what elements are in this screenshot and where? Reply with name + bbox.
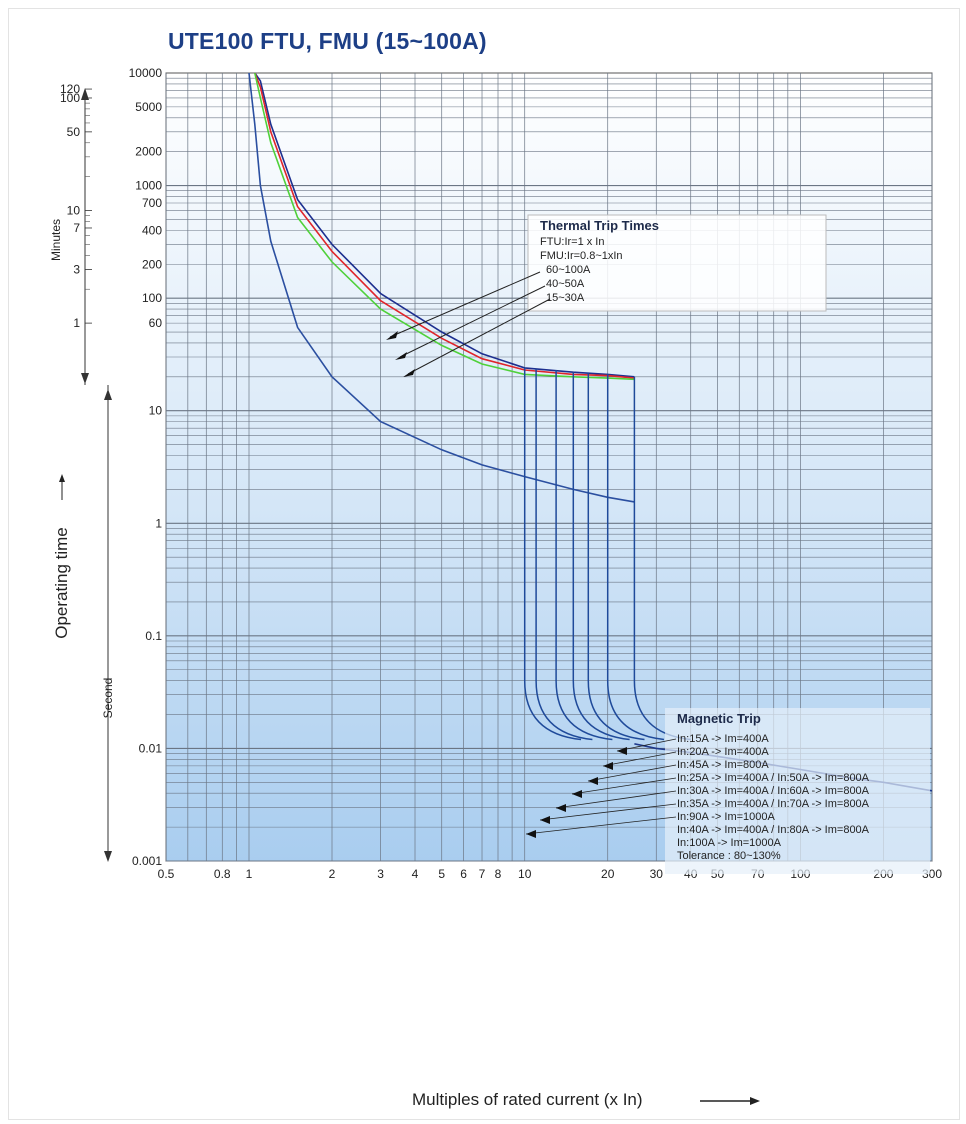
magnetic-drop-3 [572, 372, 630, 741]
magnetic-legend-line: In:25A -> Im=400A / In:50A -> Im=800A [677, 772, 870, 784]
y-tick-label: 200 [142, 257, 162, 271]
y-tick-label: 10000 [129, 66, 163, 80]
thermal-legend-heading: Thermal Trip Times [540, 218, 659, 233]
minutes-label: Minutes [49, 219, 63, 261]
y-tick-label: 1 [155, 516, 162, 530]
thermal-legend-entry: 15~30A [546, 292, 585, 304]
x-tick-label: 7 [479, 867, 486, 881]
magnetic-leader-arrow [617, 747, 627, 755]
magnetic-leader-line [555, 790, 677, 809]
magnetic-legend-line: In:20A -> Im=400A [677, 746, 769, 758]
magnetic-legend-line: In:30A -> Im=400A / In:60A -> Im=800A [677, 785, 870, 797]
chart-title: UTE100 FTU, FMU (15~100A) [168, 28, 487, 54]
x-tick-label: 3 [377, 867, 384, 881]
seconds-label: Second [101, 678, 115, 719]
y-tick-label: 100 [142, 291, 162, 305]
minutes-tick-label: 7 [73, 221, 80, 235]
x-axis-arrow [700, 1097, 760, 1105]
magnetic-leader-line [571, 777, 677, 795]
magnetic-leader-arrow [572, 790, 582, 798]
curve-series-2 [254, 72, 635, 381]
magnetic-legend-line: In:45A -> Im=800A [677, 759, 769, 771]
magnetic-legend-line: Tolerance : 80~130% [677, 850, 781, 862]
magnetic-leader-arrow [588, 777, 598, 785]
minutes-tick-label: 1 [73, 316, 80, 330]
minutes-tick-label: 50 [67, 125, 81, 139]
x-tick-label: 0.5 [158, 867, 175, 881]
magnetic-legend-line: In:40A -> Im=400A / In:80A -> Im=800A [677, 824, 870, 836]
y-tick-label: 10 [149, 404, 163, 418]
minutes-tick-label: 10 [67, 204, 81, 218]
y-tick-label: 0.001 [132, 854, 162, 868]
magnetic-leader-line [602, 751, 677, 767]
magnetic-leader-arrow [540, 816, 550, 824]
x-tick-label: 6 [460, 867, 467, 881]
magnetic-leader-line [525, 816, 677, 835]
magnetic-drop-4 [587, 373, 645, 741]
thermal-legend-line1: FTU:Ir=1 x In [540, 236, 605, 248]
y-tick-label: 5000 [135, 100, 162, 114]
y-tick-label: 0.1 [145, 629, 162, 643]
thermal-legend-line2: FMU:Ir=0.8~1xIn [540, 250, 623, 262]
magnetic-legend-heading: Magnetic Trip [677, 711, 761, 726]
magnetic-legend-line: In:15A -> Im=400A [677, 733, 769, 745]
magnetic-legend-line: In:100A -> Im=1000A [677, 837, 782, 849]
y-axis-title: Operating time [52, 527, 71, 639]
y-tick-label: 0.01 [139, 741, 163, 755]
y-tick-label: 700 [142, 196, 162, 210]
x-tick-label: 2 [329, 867, 336, 881]
x-tick-label: 20 [601, 867, 615, 881]
y-tick-label: 2000 [135, 145, 162, 159]
x-axis-title: Multiples of rated current (x In) [412, 1090, 643, 1109]
thermal-legend: Thermal Trip Times FTU:Ir=1 x In FMU:Ir=… [386, 214, 827, 377]
x-tick-label: 4 [412, 867, 419, 881]
x-tick-label: 8 [495, 867, 502, 881]
magnetic-leader-line [587, 764, 677, 782]
magnetic-drop-0 [523, 367, 582, 741]
y-tick-label: 400 [142, 223, 162, 237]
thermal-legend-entry: 40~50A [546, 278, 585, 290]
y-tick-label: 60 [149, 316, 163, 330]
x-tick-label: 10 [518, 867, 532, 881]
magnetic-leader-arrow [603, 762, 613, 770]
magnetic-drop-1 [535, 368, 593, 741]
magnetic-drop-5 [606, 374, 665, 741]
minutes-tick-label: 120 [60, 82, 80, 96]
magnetic-leader-arrow [556, 804, 566, 812]
curve-series-1 [254, 72, 635, 379]
x-tick-label: 0.8 [214, 867, 231, 881]
minutes-tick-label: 3 [73, 262, 80, 276]
magnetic-leader-line [539, 803, 677, 821]
magnetic-drop-2 [555, 370, 613, 741]
y-tick-labels: 10000 5000 2000 1000 700 400 200 100 60 10 1 0.1 0.0… [129, 66, 163, 868]
x-tick-label: 1 [246, 867, 253, 881]
magnetic-legend-line: In:35A -> Im=400A / In:70A -> Im=800A [677, 798, 870, 810]
magnetic-legend-line: In:90A -> Im=1000A [677, 811, 776, 823]
minutes-tick-label: 100 [60, 91, 80, 105]
x-tick-label: 30 [650, 867, 664, 881]
y-tick-label: 1000 [135, 179, 162, 193]
chart-frame [8, 8, 960, 1120]
x-tick-label: 5 [438, 867, 445, 881]
curve-series-0 [254, 72, 635, 378]
thermal-legend-entry: 60~100A [546, 264, 591, 276]
magnetic-leader-arrow [526, 830, 536, 838]
